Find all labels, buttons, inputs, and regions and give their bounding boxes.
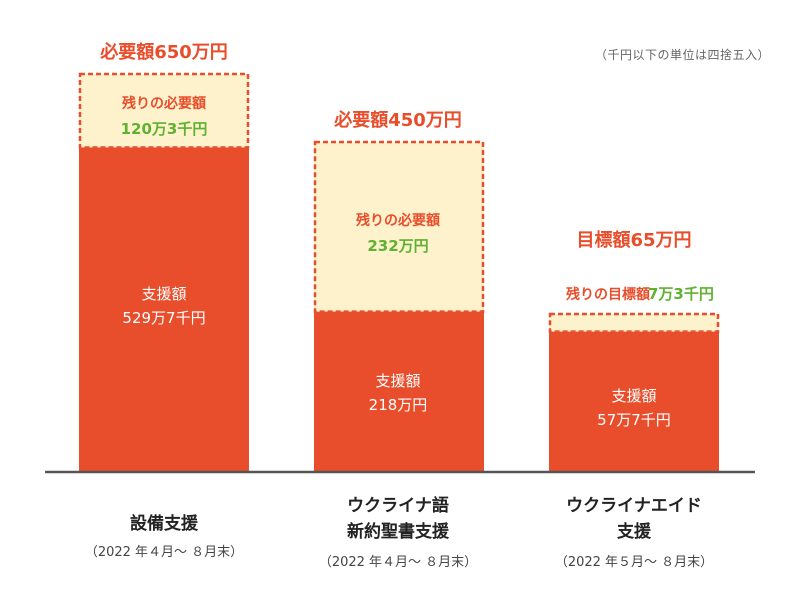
bar-3-support-value: 57万7千円 xyxy=(597,411,671,429)
bar-1-support-value: 529万7千円 xyxy=(122,309,206,327)
bar-2-target-label: 必要額450万円 xyxy=(334,110,462,131)
bar-1-support-segment xyxy=(79,147,249,472)
bar-3-category-name-line-2: 支援 xyxy=(617,522,651,542)
bar-1-target-label: 必要額650万円 xyxy=(100,42,228,63)
bar-1-remaining-segment xyxy=(79,74,249,148)
bar-1-category-period: （2022 年４月～ ８月末） xyxy=(84,545,244,560)
bar-2-remaining-segment xyxy=(314,142,484,312)
bar-3-support-segment xyxy=(549,331,719,471)
bar-1-support-label: 支援額 xyxy=(141,285,187,303)
bar-2-remaining-value: 232万円 xyxy=(367,237,429,255)
bar-2-support-segment xyxy=(314,311,484,471)
bar-3-support-label: 支援額 xyxy=(611,387,657,405)
bar-2-target-outline xyxy=(313,140,485,313)
bar-1-remaining-value: 120万3千円 xyxy=(120,120,208,138)
bar-2-support-label: 支援額 xyxy=(375,372,421,390)
bar-3-category-name-line-1: ウクライナエイド xyxy=(566,496,702,516)
bar-3-category-period: （2022 年５月～ ８月末） xyxy=(554,555,714,570)
bar-2-category-period: （2022 年４月～ ８月末） xyxy=(318,555,478,570)
bar-1-remaining-label: 残りの必要額 xyxy=(122,96,206,112)
bar-3-remaining-segment xyxy=(549,314,719,332)
bar-2-remaining-label: 残りの必要額 xyxy=(356,213,440,229)
bar-3-target-outline xyxy=(548,312,720,333)
bar-2-category-name-line-1: ウクライナ語 xyxy=(347,496,449,516)
bar-1-category-name: 設備支援 xyxy=(130,514,198,534)
bar-3-target-label: 目標額65万円 xyxy=(576,230,692,251)
bar-3-remaining-label: 残りの目標額 xyxy=(566,287,650,303)
bar-1-target-outline xyxy=(78,72,250,149)
bar-3-remaining-value: 7万3千円 xyxy=(648,285,714,303)
bar-2-category-name-line-2: 新約聖書支援 xyxy=(347,522,449,542)
bar-2-support-value: 218万円 xyxy=(368,396,428,414)
rounding-note: （千円以下の単位は四捨五入） xyxy=(594,48,770,62)
